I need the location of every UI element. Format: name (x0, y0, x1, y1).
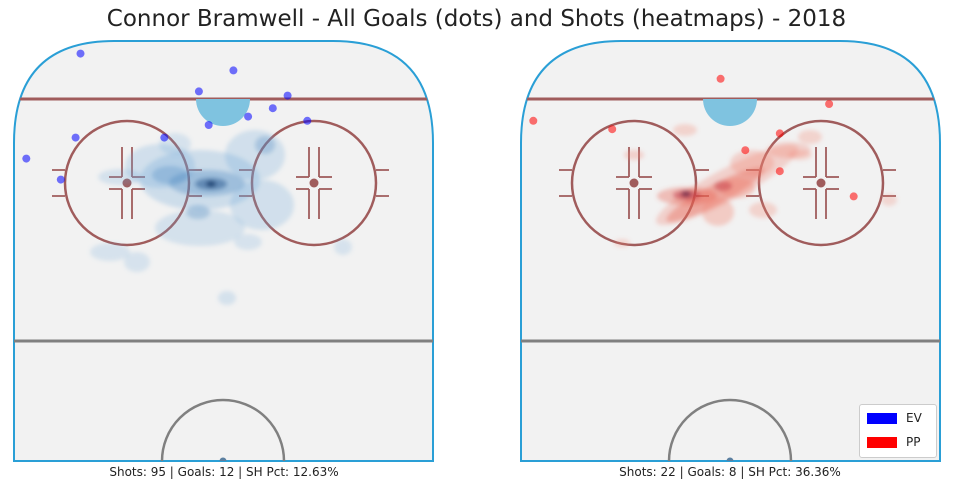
pp-shot-heatmap (614, 124, 897, 247)
legend-item-ev: EV (867, 411, 922, 425)
center-faceoff-circle (160, 398, 286, 461)
goal-dot (716, 74, 725, 83)
goal-crease (703, 99, 757, 126)
goal-dot (283, 91, 292, 100)
goal-dot (268, 104, 277, 113)
goal-dot (608, 125, 617, 134)
goal-dot (529, 116, 538, 125)
goal-dot (194, 87, 203, 96)
goal-crease (196, 99, 250, 126)
goal-dot (303, 116, 312, 125)
goal-dot (56, 175, 65, 184)
ev-stats-text: Shots: 95 | Goals: 12 | SH Pct: 12.63% (109, 465, 339, 479)
center-faceoff-dot (219, 457, 227, 461)
ev-rink-panel (13, 40, 434, 462)
goal-dot (204, 121, 213, 129)
pp-goal-dots (529, 74, 858, 201)
goal-dot (741, 146, 750, 155)
ev-goal-dots (22, 49, 312, 184)
goal-dot (229, 66, 238, 75)
faceoff-dot (309, 178, 319, 188)
legend-label-ev: EV (906, 411, 922, 425)
goal-dot (76, 49, 85, 58)
legend: EV PP (859, 404, 937, 458)
faceoff-ring (570, 119, 698, 247)
legend-swatch-ev (867, 412, 897, 424)
goal-dot (849, 192, 858, 201)
faceoff-dot (816, 178, 826, 188)
chart-title: Connor Bramwell - All Goals (dots) and S… (106, 6, 847, 32)
goal-dot (825, 100, 834, 108)
rink-boards (520, 40, 941, 462)
goal-dot (244, 112, 253, 121)
center-faceoff-dot (726, 457, 734, 461)
legend-item-pp: PP (867, 435, 920, 449)
rink-boards (13, 40, 434, 462)
legend-label-pp: PP (906, 435, 921, 449)
goal-dot (160, 133, 169, 142)
goal-dot (775, 129, 784, 138)
legend-swatch-pp (867, 436, 897, 448)
center-faceoff-circle (667, 398, 793, 461)
pp-rink-panel (520, 40, 941, 462)
goal-dot (775, 167, 784, 176)
pp-stats-text: Shots: 22 | Goals: 8 | SH Pct: 36.36% (619, 465, 841, 479)
goal-dot (71, 133, 80, 142)
faceoff-dot (629, 178, 639, 188)
ev-shot-heatmap (90, 130, 352, 305)
goal-dot (22, 154, 31, 163)
